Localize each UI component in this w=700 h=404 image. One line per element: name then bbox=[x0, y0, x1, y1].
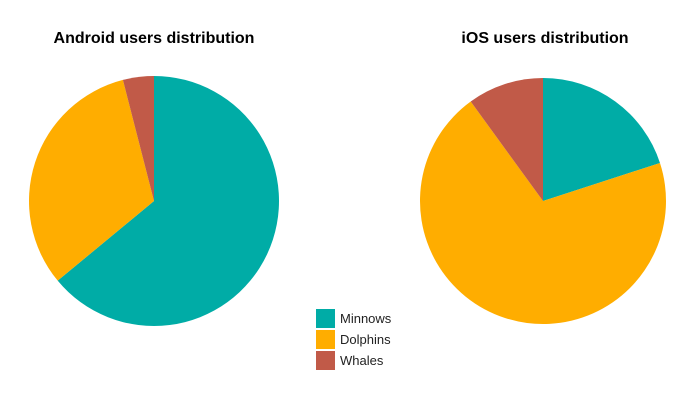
legend-item-whales: Whales bbox=[316, 350, 396, 371]
android-chart-title: Android users distribution bbox=[53, 30, 255, 47]
ios-slice-dolphins bbox=[419, 101, 666, 324]
android-slice-minnows bbox=[57, 76, 280, 326]
android-slice-dolphins bbox=[29, 79, 155, 281]
android-pie bbox=[29, 76, 280, 326]
ios-chart-title: iOS users distribution bbox=[461, 30, 629, 47]
legend-label-whales: Whales bbox=[340, 353, 384, 368]
ios-pie bbox=[419, 78, 666, 324]
ios-slice-minnows bbox=[543, 78, 660, 201]
legend-swatch-whales bbox=[316, 351, 335, 370]
legend-item-dolphins: Dolphins bbox=[316, 329, 396, 350]
legend-label-dolphins: Dolphins bbox=[340, 332, 391, 347]
legend-item-minnows: Minnows bbox=[316, 308, 396, 329]
legend: Minnows Dolphins Whales bbox=[316, 308, 396, 371]
legend-swatch-minnows bbox=[316, 309, 335, 328]
legend-label-minnows: Minnows bbox=[340, 311, 392, 326]
android-slice-whales bbox=[122, 76, 154, 201]
ios-slice-whales bbox=[470, 78, 543, 201]
legend-swatch-dolphins bbox=[316, 330, 335, 349]
